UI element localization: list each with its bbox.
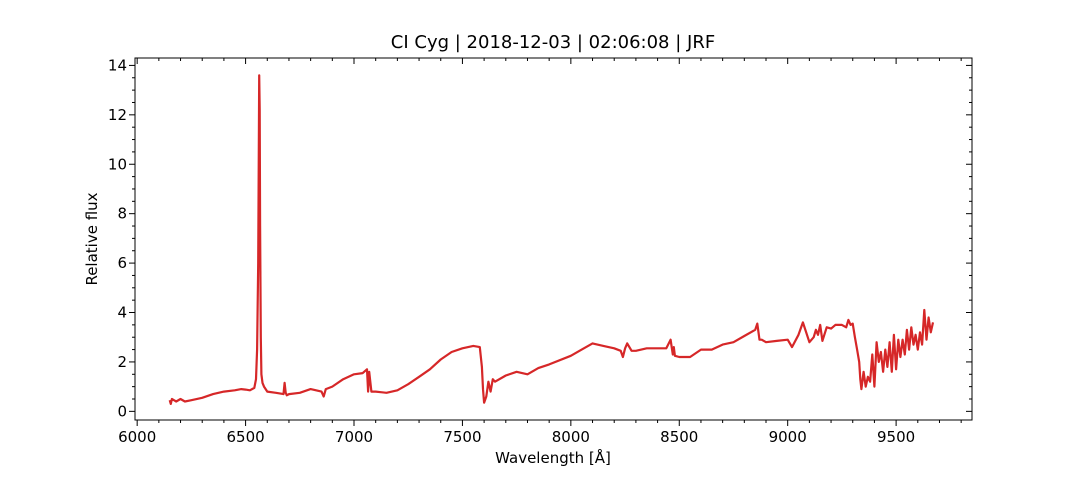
x-tick-label: 8000 bbox=[552, 428, 590, 446]
y-tick-label: 2 bbox=[117, 353, 127, 371]
y-tick-label: 10 bbox=[108, 155, 127, 173]
plot-frame bbox=[134, 57, 973, 421]
y-axis-label: Relative flux bbox=[83, 192, 101, 285]
y-tick-label: 6 bbox=[117, 254, 127, 272]
x-tick-label: 9500 bbox=[877, 428, 915, 446]
spectrum-line-0 bbox=[168, 74, 935, 405]
x-tick-label: 7500 bbox=[443, 428, 481, 446]
y-tick-label: 14 bbox=[108, 56, 127, 74]
x-axis-label: Wavelength [Å] bbox=[495, 448, 611, 467]
y-tick-label: 12 bbox=[108, 106, 127, 124]
y-tick-label: 4 bbox=[117, 304, 127, 322]
plot-area bbox=[168, 74, 935, 405]
x-tick-label: 6000 bbox=[118, 428, 156, 446]
x-tick-label: 9000 bbox=[769, 428, 807, 446]
x-tick-label: 7000 bbox=[335, 428, 373, 446]
x-tick-label: 8500 bbox=[660, 428, 698, 446]
chart-title: CI Cyg | 2018-12-03 | 02:06:08 | JRF bbox=[391, 32, 715, 53]
x-axis: 6000 6500 7000 7500 8000 8500 9000 9500 bbox=[118, 58, 962, 446]
y-tick-label: 8 bbox=[117, 205, 127, 223]
y-axis: 0 2 4 6 8 10 12 14 bbox=[108, 56, 972, 420]
y-tick-label: 0 bbox=[117, 402, 127, 420]
x-tick-label: 6500 bbox=[226, 428, 264, 446]
